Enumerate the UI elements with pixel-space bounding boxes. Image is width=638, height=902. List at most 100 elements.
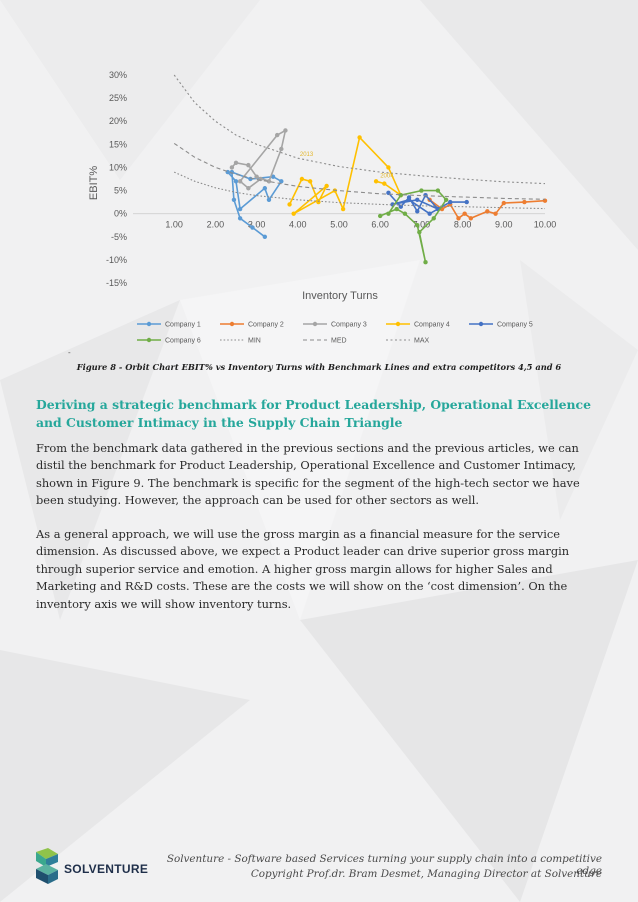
section-heading: Deriving a strategic benchmark for Produ…: [36, 397, 591, 430]
caption-dash: -: [68, 348, 71, 357]
x-tick-label: 3.00: [248, 220, 266, 230]
data-point: [373, 179, 379, 184]
legend-marker: [312, 321, 318, 327]
y-tick-label: -5%: [111, 232, 127, 242]
y-tick-label: 15%: [109, 139, 127, 149]
data-point: [423, 260, 428, 265]
x-tick-label: 9.00: [495, 220, 513, 230]
data-point: [419, 188, 424, 193]
year-annotation: 2013: [300, 152, 314, 158]
data-point: [279, 146, 284, 152]
data-point: [340, 206, 346, 212]
legend-item: Company 4: [386, 322, 450, 329]
y-axis-title: EBIT%: [88, 166, 100, 200]
data-point: [501, 200, 506, 206]
data-point: [431, 216, 436, 221]
legend-label: MAX: [414, 338, 430, 345]
legend-label: Company 4: [414, 322, 450, 329]
y-tick-label: 25%: [109, 93, 127, 103]
brand-name: SOLVENTURE: [64, 862, 149, 876]
series-layer: [173, 74, 548, 265]
data-point: [231, 197, 237, 202]
data-point: [456, 216, 461, 221]
data-point: [307, 179, 313, 184]
legend-marker: [478, 321, 484, 327]
series-company-5: [386, 190, 469, 216]
legend-item: Company 2: [220, 322, 284, 329]
data-point: [468, 216, 474, 221]
data-point: [398, 192, 403, 198]
legend-item: Company 1: [137, 322, 201, 329]
legend-marker: [229, 321, 235, 327]
data-point: [237, 179, 243, 184]
data-point: [443, 197, 449, 202]
data-point: [464, 199, 469, 205]
x-tick-label: 4.00: [289, 220, 307, 230]
solventure-logo-icon: [36, 848, 58, 884]
data-point: [254, 174, 259, 179]
data-point: [394, 206, 399, 212]
data-point: [299, 176, 305, 182]
data-point: [462, 211, 467, 216]
legend-item: Company 5: [469, 322, 533, 329]
legend-label: MIN: [248, 338, 261, 345]
data-point: [382, 181, 387, 186]
legend-label: Company 3: [331, 322, 367, 329]
footer-tagline: Solventure - Software based Services tur…: [166, 853, 602, 877]
data-point: [237, 206, 243, 212]
data-point: [316, 199, 321, 205]
series-med: [173, 142, 546, 200]
data-point: [493, 211, 498, 216]
legend-marker: [395, 321, 401, 327]
data-point: [262, 234, 268, 239]
data-point: [357, 135, 362, 140]
x-axis-title: Inventory Turns: [302, 290, 378, 302]
annotations: 2013 2004: [300, 152, 394, 180]
series-company-6: [378, 188, 449, 265]
legend-label: Company 5: [497, 322, 533, 329]
data-point: [427, 211, 432, 216]
x-tick-label: 1.00: [165, 220, 183, 230]
y-tick-label: -15%: [106, 278, 127, 288]
x-tick-label: 5.00: [330, 220, 348, 230]
legend-item: MAX: [386, 338, 430, 345]
legend-item: MIN: [220, 338, 261, 345]
data-point: [279, 179, 284, 184]
legend-item: Company 3: [303, 322, 367, 329]
legend-marker: [146, 321, 152, 327]
y-axis-ticks: 30% 25% 20% 15% 10% 5% 0% -5% -10% -15%: [106, 70, 127, 288]
data-point: [258, 176, 263, 182]
data-point: [287, 202, 292, 207]
data-point: [386, 211, 391, 216]
data-point: [402, 211, 408, 216]
y-tick-label: 5%: [114, 186, 127, 196]
data-point: [250, 225, 255, 230]
data-point: [386, 165, 391, 170]
paragraph-2: As a general approach, we will use the g…: [36, 527, 570, 611]
legend-item: Company 6: [137, 338, 201, 345]
data-point: [378, 213, 383, 219]
data-point: [291, 211, 296, 216]
paragraph-1: From the benchmark data gathered in the …: [36, 441, 580, 508]
x-axis-ticks: 1.00 2.00 3.00 4.00 5.00 6.00 7.00 8.00 9.00 10.0…: [165, 220, 556, 230]
orbit-chart: 30% 25% 20% 15% 10% 5% 0% -5% -10% -15% 1.00 2.00 3…: [88, 70, 556, 345]
data-point: [485, 209, 490, 214]
series-line: [429, 199, 546, 220]
data-point: [262, 186, 268, 191]
data-point: [233, 160, 239, 166]
year-annotation: 2004: [380, 174, 394, 180]
data-point: [415, 197, 420, 202]
data-point: [275, 132, 280, 138]
data-point: [233, 179, 239, 184]
data-point: [266, 179, 272, 184]
legend-label: MED: [331, 338, 347, 345]
x-tick-label: 6.00: [371, 220, 389, 230]
legend-label: Company 1: [165, 322, 201, 329]
x-tick-label: 7.00: [413, 220, 431, 230]
y-tick-label: -10%: [106, 255, 127, 265]
series-company-3: [229, 128, 288, 191]
data-point: [406, 197, 412, 202]
y-tick-label: 30%: [109, 70, 127, 80]
data-point: [246, 162, 251, 168]
data-point: [324, 183, 329, 189]
